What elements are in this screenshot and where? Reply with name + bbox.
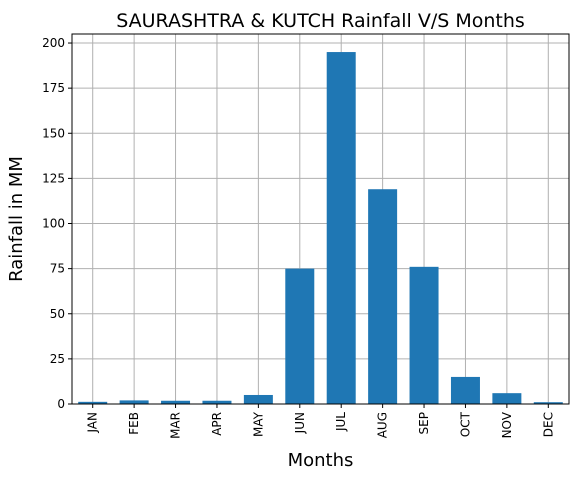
bar-sep [409, 266, 439, 404]
y-tick-label: 50 [50, 307, 65, 321]
y-tick-label: 75 [50, 262, 65, 276]
y-tick-label: 100 [42, 217, 65, 231]
x-tick-label: MAR [169, 412, 183, 439]
plot-frame [71, 33, 570, 405]
tick-layer: 0 25 50 75 100 125 150 175 200 JAN FEB MAR APR MAY JUN… [42, 36, 555, 439]
x-tick-label: FEB [127, 412, 141, 435]
bar-jan [78, 401, 108, 404]
bar-apr [202, 400, 232, 404]
x-tick-label: SEP [417, 412, 431, 434]
y-tick-label: 25 [50, 352, 65, 366]
bar-dec [533, 402, 563, 404]
y-tick-label: 125 [42, 171, 65, 185]
x-tick-label: MAY [251, 411, 265, 437]
chart-title: SAURASHTRA & KUTCH Rainfall V/S Months [116, 10, 525, 32]
y-tick-label: 0 [57, 397, 65, 411]
bar-oct [450, 376, 480, 404]
x-tick-label: JUL [334, 412, 348, 432]
bar-feb [119, 400, 149, 404]
bar-jul [326, 52, 356, 405]
bar-may [243, 394, 273, 404]
y-tick-label: 150 [42, 126, 65, 140]
x-tick-label: JAN [86, 412, 100, 434]
bar-nov [492, 393, 522, 404]
bar-mar [161, 400, 191, 404]
x-tick-label: JUN [293, 412, 307, 434]
x-tick-label: OCT [458, 411, 472, 437]
x-axis-label: Months [288, 450, 354, 471]
bar-jun [285, 268, 315, 404]
y-axis-label: Rainfall in MM [6, 156, 27, 282]
y-tick-label: 175 [42, 81, 65, 95]
bar-layer [78, 52, 563, 405]
x-tick-label: APR [210, 412, 224, 436]
x-tick-label: DEC [541, 412, 555, 437]
x-tick-label: NOV [500, 411, 514, 438]
x-tick-label: AUG [376, 412, 390, 438]
y-tick-label: 200 [42, 36, 65, 50]
grid-layer [72, 34, 569, 405]
bar-aug [368, 189, 398, 404]
